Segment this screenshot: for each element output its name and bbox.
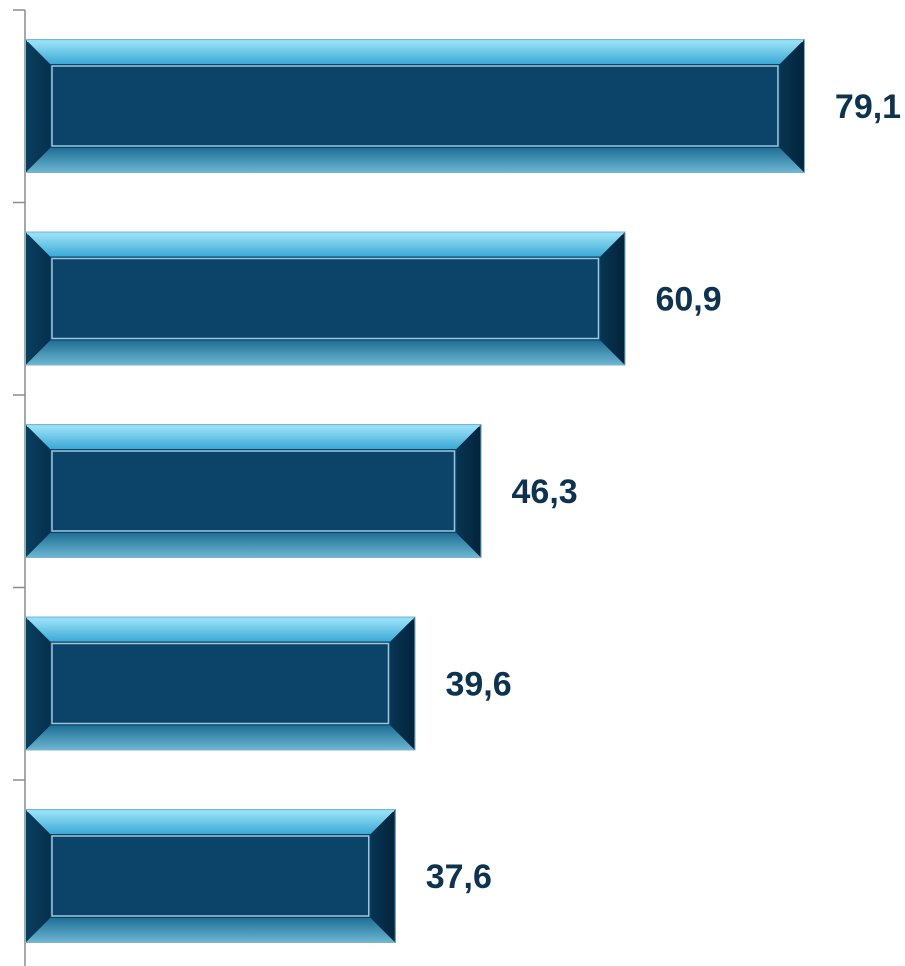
bar-value-label: 39,6 bbox=[445, 666, 511, 704]
bar-value-label: 60,9 bbox=[655, 281, 721, 319]
bar-value-label: 37,6 bbox=[426, 858, 492, 896]
value-labels: 79,1 60,9 46,3 39,6 37,6 bbox=[426, 88, 901, 896]
bar bbox=[25, 39, 805, 173]
bar bbox=[25, 616, 416, 751]
bar-value-label: 46,3 bbox=[512, 473, 578, 511]
y-axis bbox=[13, 9, 26, 966]
bars bbox=[25, 39, 805, 943]
bar bbox=[25, 424, 482, 558]
bar bbox=[25, 231, 626, 366]
bar-value-label: 79,1 bbox=[835, 88, 901, 126]
bar bbox=[25, 809, 396, 943]
